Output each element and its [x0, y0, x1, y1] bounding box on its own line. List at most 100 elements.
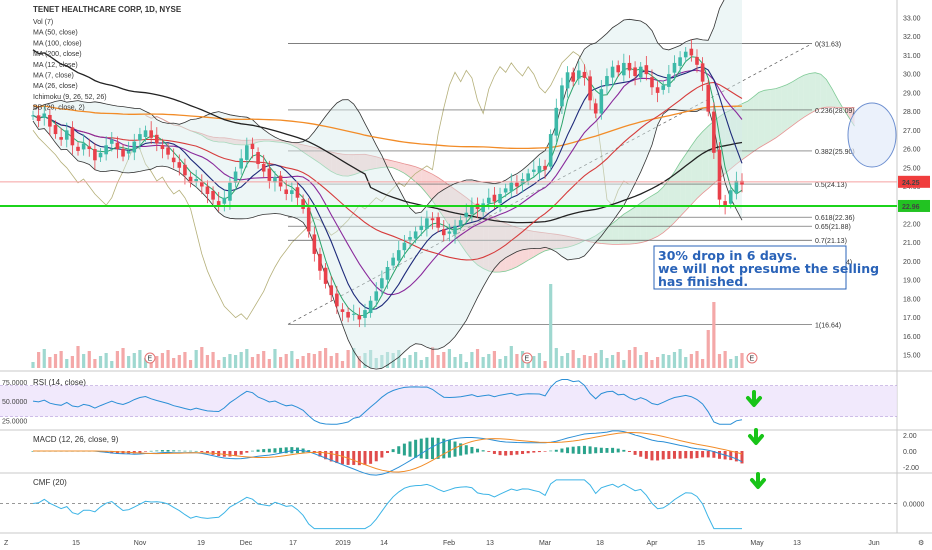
volume-bar	[571, 350, 575, 368]
ichimoku-cloud-segment	[623, 210, 630, 245]
price-axis-tick: 15.00	[903, 353, 921, 360]
candle-body	[104, 145, 108, 155]
volume-bar	[211, 352, 215, 368]
ichimoku-cloud-segment	[781, 84, 788, 134]
macd-histogram-bar	[431, 437, 435, 460]
ichimoku-cloud-segment	[674, 162, 681, 223]
volume-bar	[717, 354, 722, 368]
macd-histogram-bar	[256, 449, 260, 452]
price-axis-tick: 17.00	[903, 315, 921, 322]
macd-histogram-bar	[684, 451, 688, 459]
circle-annotation[interactable]	[847, 102, 897, 168]
ichimoku-cloud-segment	[730, 106, 737, 169]
volume-bar	[222, 357, 226, 368]
macd-histogram-bar	[250, 450, 254, 452]
ichimoku-cloud-segment	[331, 151, 337, 175]
volume-bar	[37, 352, 41, 368]
volume-bar	[183, 352, 187, 368]
price-axis-tick: 25.00	[903, 165, 921, 172]
candle-body	[149, 130, 153, 138]
fib-level-label: 0.382(25.90)	[815, 149, 855, 156]
annotation-line-2: we will not presume the selling	[658, 261, 879, 276]
macd-histogram-bar	[492, 451, 496, 454]
volume-bar	[532, 356, 536, 368]
macd-histogram-bar	[172, 450, 176, 452]
macd-histogram-bar	[397, 446, 401, 454]
candle-body	[638, 66, 643, 78]
volume-bar	[82, 354, 86, 368]
volume-bar	[537, 353, 542, 368]
ichimoku-cloud-segment	[770, 88, 776, 142]
down-arrow-icon	[750, 472, 766, 489]
ichimoku-cloud-segment	[618, 214, 624, 245]
ichimoku-cloud-segment	[803, 73, 810, 118]
candle-body	[205, 186, 210, 194]
ichimoku-cloud-segment	[753, 92, 759, 152]
candle-body	[464, 212, 469, 218]
candle-body	[216, 201, 221, 206]
ichimoku-cloud-segment	[235, 139, 242, 145]
earnings-marker-label: E	[148, 356, 153, 363]
volume-bar	[352, 348, 356, 368]
candle-body	[554, 107, 559, 136]
volume-bar	[121, 348, 125, 368]
candle-body	[470, 205, 474, 215]
annotation-box[interactable]	[653, 245, 847, 290]
candle-body	[126, 150, 131, 154]
candle-body	[728, 190, 733, 204]
volume-bar	[138, 350, 142, 368]
macd-histogram-bar	[279, 447, 283, 453]
candle-body	[318, 253, 322, 271]
candle-body	[723, 201, 727, 206]
ichimoku-cloud-segment	[736, 103, 742, 165]
fib-level-label: 0.618(22.36)	[815, 215, 855, 222]
ichimoku-cloud-segment	[522, 229, 529, 264]
volume-bar	[65, 359, 69, 368]
volume-bar	[127, 356, 131, 368]
macd-histogram-bar	[639, 451, 643, 457]
ichimoku-cloud-segment	[303, 144, 309, 156]
ichimoku-cloud-segment	[308, 146, 315, 160]
candle-body	[42, 113, 47, 118]
volume-bar	[650, 360, 654, 368]
volume-bar	[391, 353, 395, 368]
macd-histogram-bar	[453, 441, 457, 457]
volume-bar	[48, 357, 52, 368]
macd-histogram-bar	[701, 451, 705, 458]
macd-histogram-bar	[459, 443, 463, 456]
volume-bar	[76, 346, 80, 368]
ichimoku-cloud-segment	[573, 237, 579, 246]
volume-bar	[318, 351, 322, 368]
bollinger-band-fill	[33, 0, 742, 370]
chart-title: TENET HEALTHCARE CORP, 1D, NYSE	[33, 5, 182, 14]
candle-body	[492, 194, 497, 202]
candle-body	[290, 190, 294, 194]
price-axis-tick: 18.00	[903, 296, 921, 303]
price-badge	[898, 175, 930, 188]
ichimoku-cloud-segment	[426, 171, 433, 201]
candle-body	[520, 179, 525, 184]
volume-bar	[59, 351, 63, 368]
volume-bar	[312, 354, 316, 368]
ichimoku-cloud-segment	[319, 148, 326, 168]
ma-200-line	[32, 49, 743, 224]
macd-histogram-bar	[363, 451, 367, 465]
macd-histogram-bar	[526, 451, 530, 454]
volume-bar	[93, 359, 97, 368]
candle-body	[447, 231, 452, 234]
ichimoku-cloud-segment	[449, 185, 456, 236]
candle-body	[239, 158, 243, 169]
volume-bar	[492, 351, 497, 368]
macd-histogram-bar	[656, 451, 660, 461]
candle-body	[76, 146, 80, 151]
time-axis-tick: 13	[793, 540, 801, 547]
macd-histogram-bar	[633, 451, 637, 455]
volume-bar	[177, 355, 181, 368]
candle-body	[143, 130, 148, 138]
cmf-line	[32, 479, 742, 530]
fib-partial-label: 4)	[846, 259, 852, 266]
ichimoku-cloud-segment	[370, 155, 377, 170]
earnings-marker-label: E	[525, 356, 530, 363]
volume-bar	[504, 356, 508, 368]
